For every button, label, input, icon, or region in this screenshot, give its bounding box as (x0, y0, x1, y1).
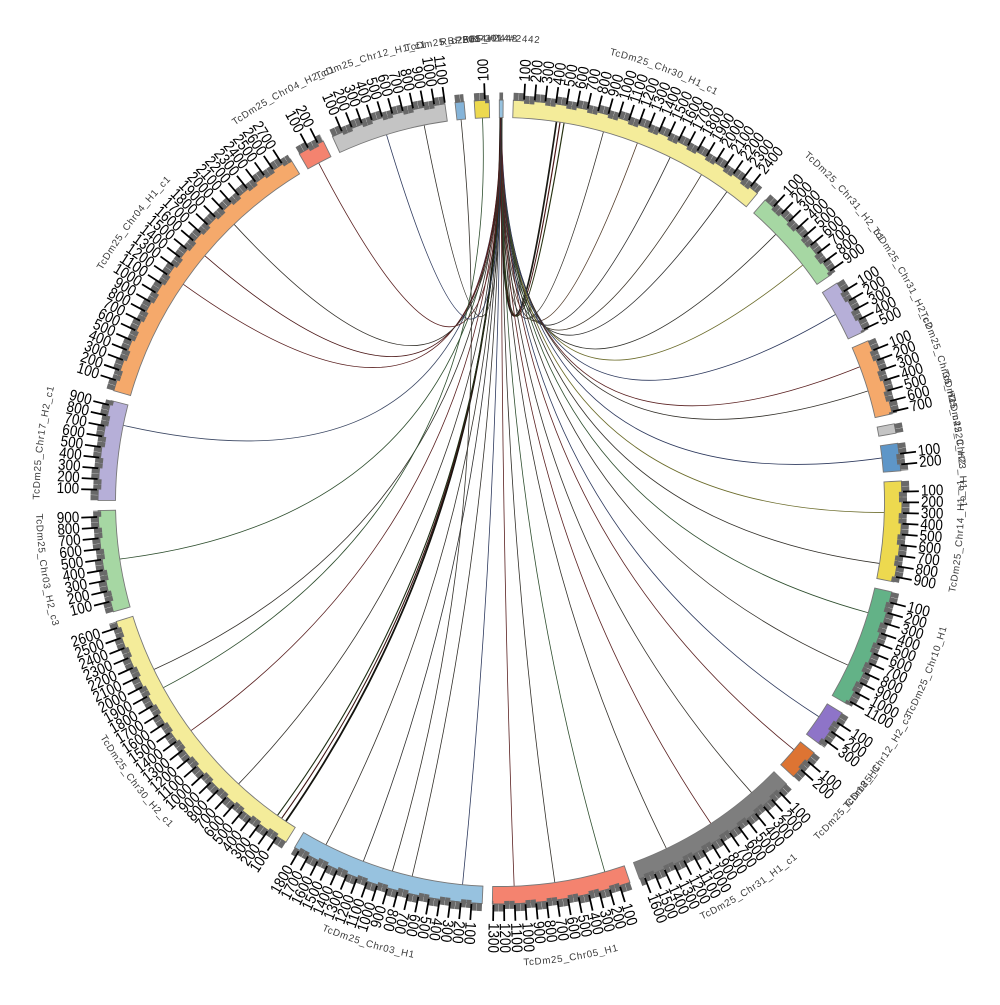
svg-text:RBP2014#2442: RBP2014#2442 (462, 33, 541, 46)
svg-text:900: 900 (56, 509, 79, 527)
svg-text:1300: 1300 (484, 923, 501, 954)
svg-text:100: 100 (475, 58, 493, 81)
svg-text:200: 200 (918, 452, 942, 471)
